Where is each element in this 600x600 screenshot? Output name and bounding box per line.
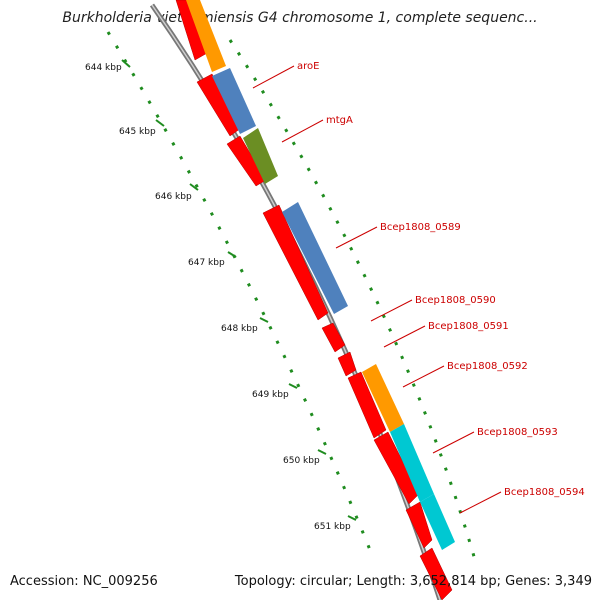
gene-label-bcep1808-0594[interactable]: Bcep1808_0594: [504, 487, 585, 498]
tick-label-650: 650 kbp: [283, 456, 320, 466]
cds-track: [175, 0, 453, 600]
tick-label-651: 651 kbp: [314, 522, 351, 532]
cds-arrow[interactable]: [337, 351, 357, 377]
gene-label-bcep1808-0589[interactable]: Bcep1808_0589: [380, 222, 461, 233]
gene-block-olive-mtgA[interactable]: [243, 128, 278, 184]
gene-label-aroE[interactable]: aroE: [297, 61, 319, 72]
leader-lines: [252, 65, 502, 514]
cds-arrow[interactable]: [262, 204, 329, 321]
summary-text: Topology: circular; Length: 3,652,814 bp…: [234, 574, 592, 589]
tick-label-644: 644 kbp: [85, 63, 122, 73]
cds-arrow[interactable]: [347, 371, 387, 439]
tick-label-646: 646 kbp: [155, 192, 192, 202]
gene-block-cyan-0594[interactable]: [420, 494, 455, 550]
gene-block-orange[interactable]: [186, 0, 226, 72]
gene-block-blue-0589[interactable]: [282, 202, 348, 314]
cds-arrow[interactable]: [321, 322, 346, 353]
accession-text: Accession: NC_009256: [10, 574, 158, 589]
gene-block-orange-0592[interactable]: [362, 364, 404, 432]
scale-ticks: [121, 59, 357, 521]
tick-label-645: 645 kbp: [119, 127, 156, 137]
tick-label-649: 649 kbp: [252, 390, 289, 400]
gene-block-cyan-0593[interactable]: [390, 424, 434, 502]
gene-block-blue-aroE[interactable]: [212, 68, 256, 134]
cds-arrow[interactable]: [405, 501, 433, 549]
gene-label-bcep1808-0593[interactable]: Bcep1808_0593: [477, 427, 558, 438]
cds-arrow[interactable]: [419, 547, 453, 600]
tick-label-647: 647 kbp: [188, 258, 225, 268]
tick-label-648: 648 kbp: [221, 324, 258, 334]
gene-label-bcep1808-0591[interactable]: Bcep1808_0591: [428, 321, 509, 332]
gene-label-bcep1808-0590[interactable]: Bcep1808_0590: [415, 295, 496, 306]
gene-label-mtgA[interactable]: mtgA: [326, 115, 353, 126]
gene-label-bcep1808-0592[interactable]: Bcep1808_0592: [447, 361, 528, 372]
backbone-ring: [149, 3, 443, 600]
